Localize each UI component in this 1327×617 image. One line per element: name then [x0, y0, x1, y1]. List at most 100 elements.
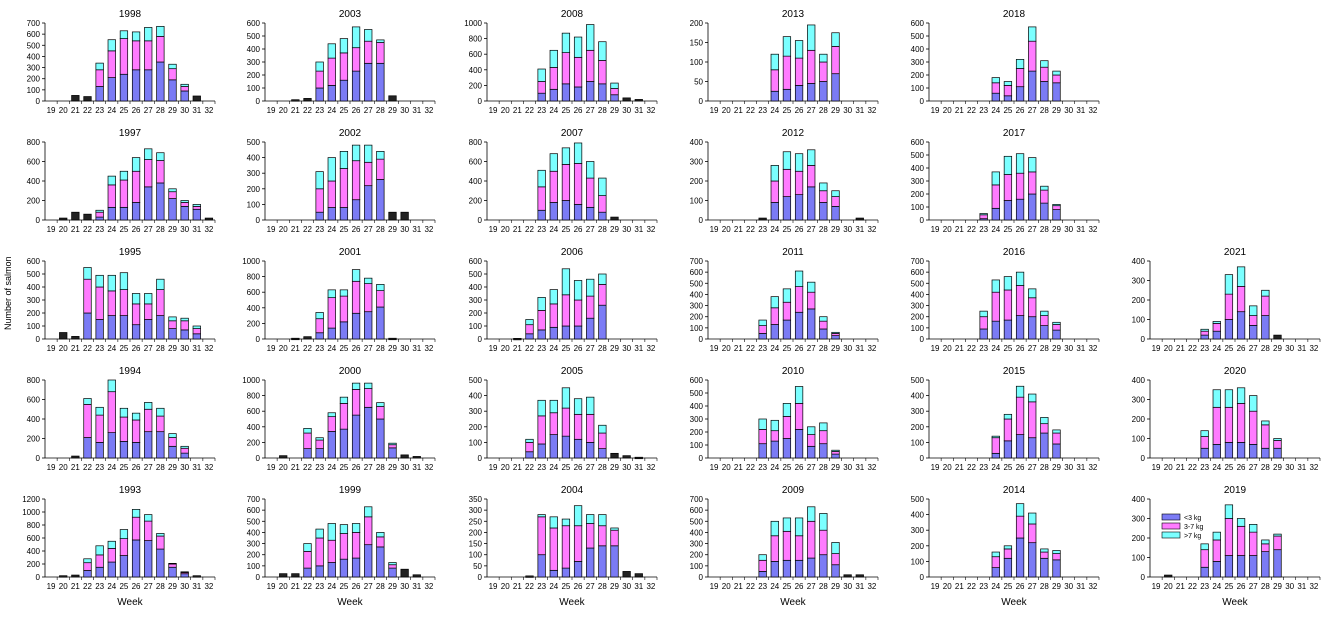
- bar-segment: [168, 63, 177, 70]
- x-tick-label: 23: [1200, 344, 1209, 353]
- bar-segment: [1224, 389, 1234, 408]
- bar-segment: [807, 165, 816, 188]
- bar-segment: [598, 284, 607, 306]
- bar-segment: [1052, 329, 1061, 340]
- bar-segment: [1028, 512, 1037, 525]
- x-tick-label: 31: [855, 582, 864, 591]
- bar-segment: [537, 186, 546, 211]
- bar-segment: [1212, 539, 1221, 562]
- x-tick-label: 20: [722, 106, 731, 115]
- bar-segment: [156, 25, 165, 37]
- x-tick-label: 19: [47, 225, 56, 234]
- x-tick-label: 27: [144, 344, 153, 353]
- panel-title: 2014: [1003, 485, 1026, 496]
- y-tick-label: 800: [27, 138, 41, 147]
- bar-segment: [327, 207, 336, 221]
- y-tick-label: 300: [911, 302, 925, 311]
- bar-segment: [131, 539, 141, 578]
- y-tick-label: 400: [911, 392, 925, 401]
- x-tick-label: 27: [364, 225, 373, 234]
- x-tick-label: 29: [1052, 582, 1061, 591]
- bar-segment: [586, 317, 595, 340]
- bar-segment: [59, 575, 68, 578]
- y-tick-label: 200: [247, 71, 261, 80]
- bar-segment: [376, 42, 385, 64]
- x-tick-label: 27: [807, 344, 816, 353]
- bar-segment: [770, 180, 779, 203]
- x-tick-label: 30: [400, 582, 409, 591]
- x-tick-label: 29: [388, 344, 397, 353]
- bar-segment: [168, 433, 177, 438]
- y-tick-label: 500: [911, 32, 925, 41]
- bar-segment: [168, 328, 177, 340]
- bar-segment: [598, 273, 607, 285]
- bar-segment: [549, 88, 558, 102]
- y-tick-label: 700: [911, 257, 925, 266]
- x-tick-label: 25: [119, 225, 128, 234]
- x-tick-label: 31: [1076, 106, 1085, 115]
- bar-segment: [180, 202, 189, 207]
- x-tick-label: 30: [622, 582, 631, 591]
- bar-segment: [192, 204, 201, 207]
- x-tick-label: 20: [59, 582, 68, 591]
- bar-segment: [71, 574, 80, 578]
- bar-segment: [339, 321, 349, 340]
- y-tick-label: 200: [1132, 415, 1146, 424]
- x-tick-label: 19: [931, 582, 940, 591]
- bar-segment: [549, 412, 558, 435]
- bar-segment: [770, 202, 779, 221]
- bar-segment: [95, 414, 104, 443]
- panel-title: 2011: [782, 247, 804, 258]
- bar-segment: [315, 332, 324, 340]
- bar-segment: [573, 561, 583, 578]
- bar-segment: [598, 432, 607, 449]
- x-tick-label: 27: [1249, 582, 1258, 591]
- panel-title: 2000: [339, 366, 362, 377]
- x-tick-label: 25: [1003, 463, 1012, 472]
- bar-segment: [131, 419, 141, 443]
- x-tick-label: 32: [867, 463, 876, 472]
- x-tick-label: 27: [586, 106, 595, 115]
- y-tick-label: 0: [1141, 335, 1146, 344]
- x-tick-label: 24: [770, 582, 779, 591]
- y-tick-label: 0: [920, 335, 925, 344]
- x-tick-label: 30: [180, 463, 189, 472]
- bar-segment: [782, 301, 792, 321]
- bar-segment: [1052, 443, 1061, 459]
- bar-segment: [376, 62, 385, 102]
- x-tick-label: 25: [782, 106, 791, 115]
- bar-segment: [807, 308, 816, 340]
- x-tick-label: 32: [1309, 582, 1318, 591]
- x-tick-label: 20: [943, 463, 952, 472]
- panel-2005: 2005 0 100 200 300 400 500 19 20 21 22 23 24 25 26 27 28…: [469, 366, 658, 472]
- bar-segment: [1040, 310, 1049, 316]
- bar-segment: [991, 82, 1000, 94]
- bar-segment: [168, 316, 177, 322]
- y-tick-label: 700: [690, 495, 704, 504]
- bar-segment: [598, 41, 607, 61]
- bar-segment: [364, 516, 373, 546]
- x-tick-label: 19: [47, 463, 56, 472]
- x-tick-label: 24: [991, 344, 1000, 353]
- y-tick-label: 1000: [464, 19, 482, 28]
- y-tick-label: 0: [699, 454, 704, 463]
- x-tick-label: 27: [364, 344, 373, 353]
- bar-segment: [782, 517, 792, 532]
- x-tick-label: 22: [746, 463, 755, 472]
- bar-segment: [376, 179, 385, 221]
- bar-segment: [107, 432, 116, 459]
- x-tick-label: 28: [376, 463, 385, 472]
- bar-segment: [1015, 285, 1025, 316]
- bar-segment: [71, 455, 80, 459]
- bar-segment: [819, 202, 828, 221]
- x-tick-label: 27: [144, 463, 153, 472]
- x-tick-label: 27: [144, 582, 153, 591]
- x-tick-label: 20: [501, 344, 510, 353]
- y-tick-label: 200: [469, 81, 483, 90]
- x-tick-label: 26: [1016, 106, 1025, 115]
- bar-segment: [1003, 440, 1013, 459]
- y-tick-label: 0: [36, 573, 41, 582]
- bar-segment: [144, 69, 153, 102]
- bar-segment: [991, 437, 1000, 454]
- bar-segment: [831, 196, 840, 207]
